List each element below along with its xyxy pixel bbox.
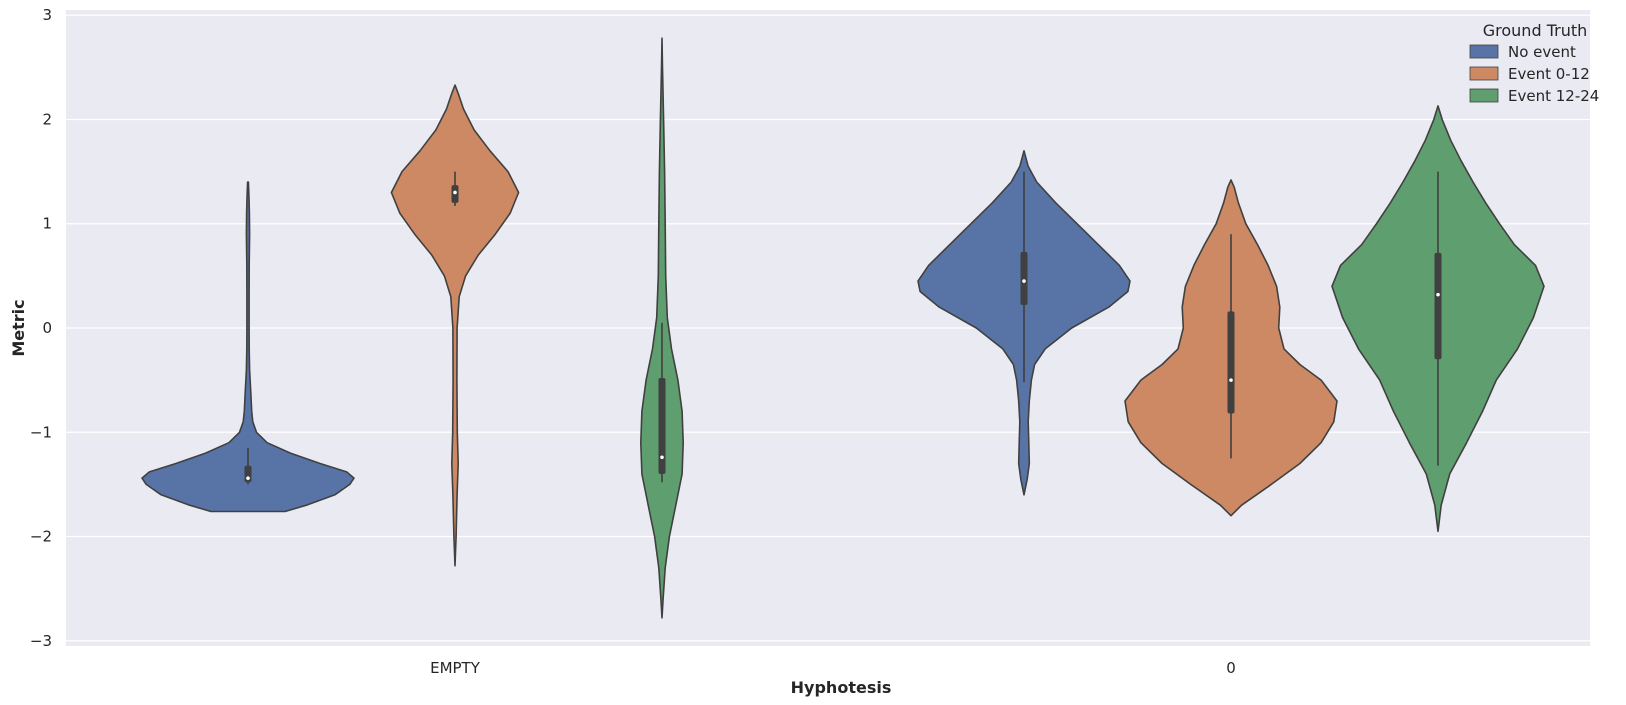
x-tick-labels: EMPTY 0 <box>430 659 1236 677</box>
x-axis-title: Hyphotesis <box>791 678 892 697</box>
violin-iqr-box <box>1020 251 1028 306</box>
y-tick-labels: 3 2 1 0 −1 −2 −3 <box>30 6 52 650</box>
y-tick-label: 3 <box>42 6 52 24</box>
violins <box>141 37 1545 619</box>
y-tick-label: 0 <box>42 319 52 337</box>
grid-lines <box>66 14 1590 642</box>
y-tick-label: −2 <box>30 528 52 546</box>
violin-body <box>141 181 355 513</box>
violin-iqr-box <box>1434 252 1442 360</box>
legend-swatch <box>1469 44 1499 59</box>
legend-label: Event 12-24 <box>1508 87 1599 105</box>
violin-median <box>453 190 457 195</box>
legend-swatch <box>1469 88 1499 103</box>
violin-median <box>1229 378 1233 382</box>
y-axis-title: Metric <box>9 299 28 356</box>
violin-iqr-box <box>1227 311 1235 414</box>
violin-median <box>1436 292 1440 297</box>
violin-iqr-box <box>658 378 666 474</box>
legend: Ground Truth No event Event 0-12 Event 12-… <box>1469 21 1599 105</box>
legend-swatch <box>1469 66 1499 81</box>
legend-label: No event <box>1508 43 1576 61</box>
x-tick-label: EMPTY <box>430 659 481 677</box>
y-tick-label: −3 <box>30 632 52 650</box>
y-tick-label: 2 <box>42 110 52 128</box>
legend-label: Event 0-12 <box>1508 65 1590 83</box>
x-tick-label: 0 <box>1226 659 1236 677</box>
legend-title: Ground Truth <box>1483 21 1588 40</box>
y-tick-label: 1 <box>42 215 52 233</box>
violin-median <box>660 455 664 460</box>
violin-median <box>246 476 250 480</box>
y-tick-label: −1 <box>30 423 52 441</box>
violin-median <box>1022 279 1026 283</box>
violin-body <box>390 84 520 567</box>
